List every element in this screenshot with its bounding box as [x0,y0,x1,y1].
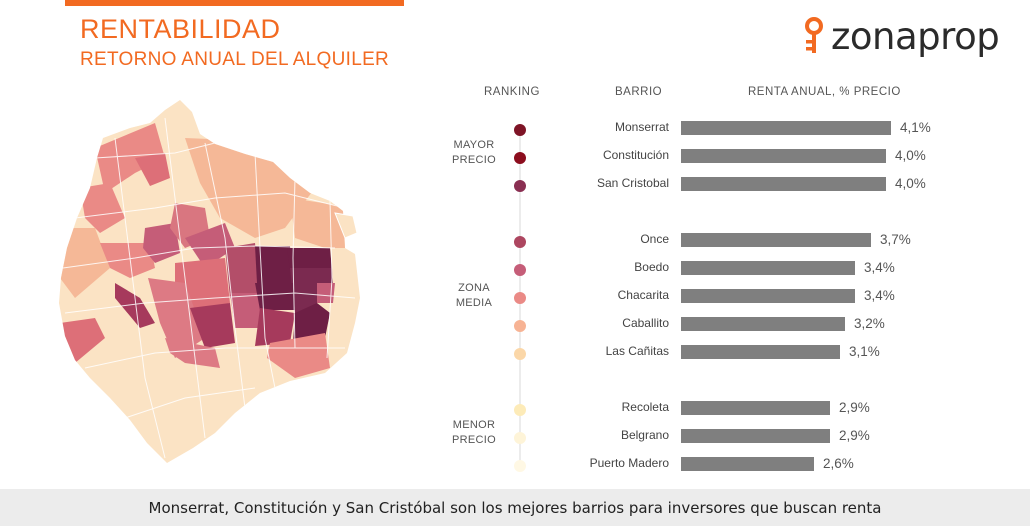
group-mayor-line2: PRECIO [452,154,496,166]
bar-value-label: 4,0% [895,176,926,191]
top-accent-bar [65,0,404,6]
bar-value-label: 2,9% [839,400,870,415]
bar-value-label: 3,7% [880,232,911,247]
ranking-dot [514,404,526,416]
bar-category-label: Chacarita [617,288,669,302]
group-menor-precio: MENOR PRECIO [444,418,504,448]
bar [681,233,871,247]
ranking-dot [514,180,526,192]
ranking-dot [514,236,526,248]
group-zona-line2: MEDIA [455,297,493,309]
group-menor-line2: PRECIO [452,434,496,446]
page-title: RENTABILIDAD [80,14,281,44]
header-barrio: BARRIO [615,86,663,98]
bar-value-label: 3,4% [864,288,895,303]
bar [681,177,886,191]
group-zona-media: ZONA MEDIA [444,281,504,311]
bar-value-label: 4,1% [900,120,931,135]
brand-name: zonaprop [831,14,1000,58]
bar-category-label: Constitución [602,148,669,162]
bar-category-label: Recoleta [621,400,669,414]
ranking-dot [514,152,526,164]
group-mayor-line1: MAYOR [453,139,495,151]
ranking-dot [514,460,526,472]
group-zona-line1: ZONA [458,282,490,294]
bar-category-label: Caballito [622,316,669,330]
ranking-dot [514,348,526,360]
bar [681,261,855,275]
ranking-dot [514,432,526,444]
bar-category-label: Monserrat [614,120,669,134]
group-mayor-precio: MAYOR PRECIO [444,138,504,168]
brand-logo: zonaprop [803,12,1000,60]
bar-category-label: Puerto Madero [589,456,669,470]
bar-value-label: 2,6% [823,456,854,471]
bar-category-label: Boedo [634,260,669,274]
bar [681,345,840,359]
bar [681,149,886,163]
bar [681,289,855,303]
bar-value-label: 3,2% [854,316,885,331]
footer-caption: Monserrat, Constitución y San Cristóbal … [0,489,1030,526]
bar-value-label: 2,9% [839,428,870,443]
key-icon [805,17,823,53]
bar [681,317,845,331]
page-subtitle: RETORNO ANUAL DEL ALQUILER [80,49,390,70]
bar [681,401,830,415]
bar-value-label: 3,1% [849,344,880,359]
bar [681,121,891,135]
header-renta: RENTA ANUAL, % PRECIO [748,86,901,98]
group-menor-line1: MENOR [452,419,496,431]
bar-category-label: Belgrano [620,428,669,442]
city-map [59,100,360,463]
bar-value-label: 4,0% [895,148,926,163]
bar [681,457,814,471]
bar-value-label: 3,4% [864,260,895,275]
ranking-dot [514,320,526,332]
ranking-dot [514,264,526,276]
bar [681,429,830,443]
header-ranking: RANKING [484,86,540,98]
ranking-dot [514,124,526,136]
ranking-dot [514,292,526,304]
bar-category-label: Las Cañitas [605,344,669,358]
bar-category-label: San Cristobal [596,176,669,190]
bar-category-label: Once [640,232,669,246]
